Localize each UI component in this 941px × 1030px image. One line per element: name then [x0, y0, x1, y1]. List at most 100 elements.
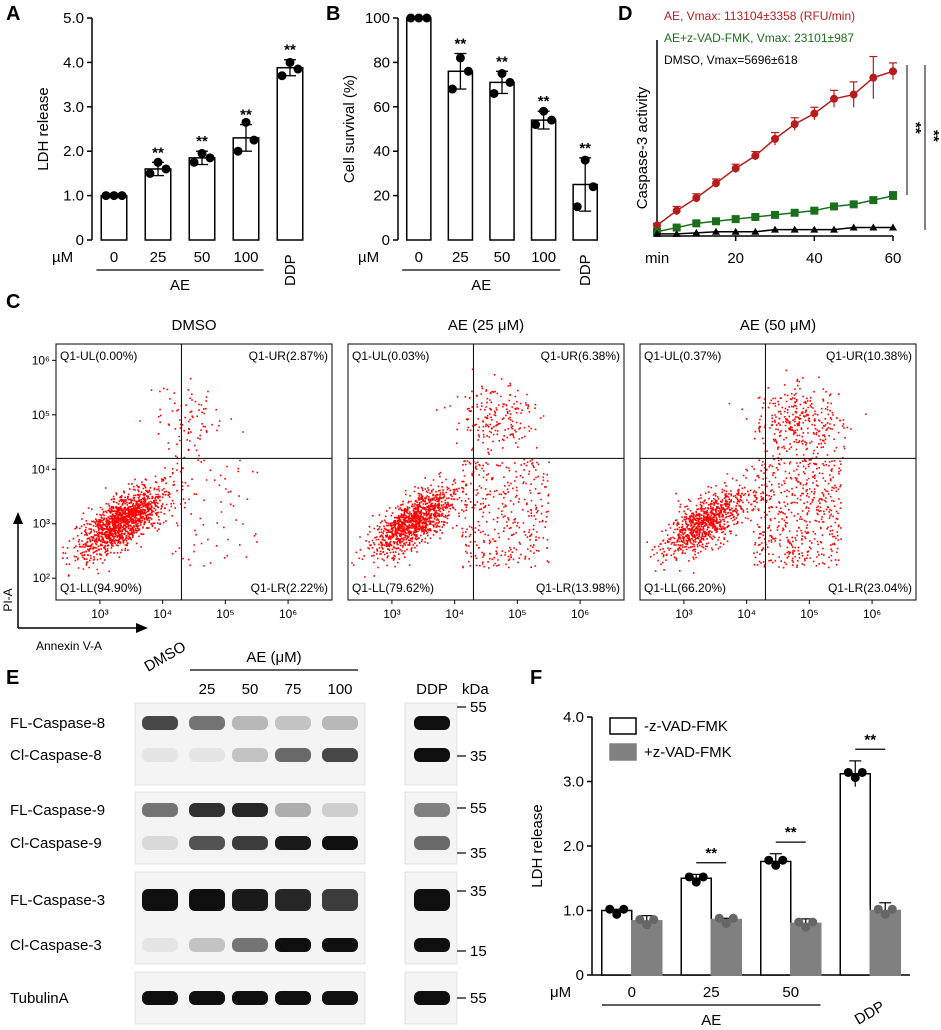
legend-entry: AE, Vmax: 113104±3358 (RFU/min)	[664, 9, 855, 23]
data-point	[588, 182, 598, 192]
group-label: AE (μM)	[246, 649, 301, 666]
significance-label: **	[785, 824, 797, 841]
marker-label: 35	[470, 748, 487, 765]
bar	[530, 119, 557, 241]
y-axis-label: LDH release	[35, 87, 52, 170]
y-axis-label: LDH release	[529, 804, 546, 887]
data-point	[455, 53, 465, 63]
y-tick-label: 10⁴	[31, 462, 50, 476]
band	[414, 991, 450, 1005]
bar	[710, 918, 742, 976]
y-tick-label: 0	[576, 967, 584, 984]
legend-entry: DMSO, Vmax=5696±618	[664, 53, 798, 67]
category-label: 0	[415, 249, 423, 266]
blot-label: FL-Caspase-3	[10, 892, 105, 909]
significance-label: **	[538, 93, 550, 110]
significance-label: **	[284, 42, 296, 59]
plot-title: DMSO	[172, 317, 217, 334]
y-tick-label: 2.0	[563, 838, 584, 855]
panel-d-chart: 20 40 60 min Caspase-3 activity AE, Vmax: 113…	[634, 9, 941, 267]
bar	[276, 66, 304, 241]
unit-label: µM	[52, 249, 73, 266]
quadrant-lr: Q1-LR(2.22%)	[251, 581, 328, 595]
data-point	[101, 191, 111, 201]
data-point	[463, 66, 473, 76]
marker-label: 15	[470, 943, 487, 960]
data-point	[572, 202, 582, 212]
category-label: 25	[150, 249, 167, 266]
plot-frame	[639, 343, 917, 601]
blot-label: Cl-Caspase-3	[10, 937, 102, 954]
blot-membrane-ddp	[404, 791, 458, 865]
y-tick-label: 10³	[33, 517, 50, 531]
quadrant-ur: Q1-UR(6.38%)	[541, 349, 620, 363]
data-point	[249, 135, 259, 145]
legend-entry: +z-VAD-FMK	[644, 744, 732, 761]
significance-label: **	[864, 731, 876, 748]
band	[275, 803, 311, 817]
category-label: 100	[531, 249, 556, 266]
y-tick-label: 0	[76, 232, 84, 249]
y-axis-label: Cell survival (%)	[341, 75, 358, 183]
bar	[405, 17, 432, 241]
band	[232, 938, 268, 952]
band	[414, 836, 450, 850]
bar	[839, 773, 871, 976]
band	[189, 938, 225, 952]
panel-letter-d: D	[618, 3, 632, 25]
data-point	[801, 922, 811, 932]
data-point	[205, 153, 215, 163]
data-point	[109, 191, 119, 201]
y-tick-label: 60	[373, 99, 390, 116]
data-point	[277, 71, 287, 81]
data-point	[790, 120, 799, 129]
bar	[489, 81, 515, 241]
data-point	[830, 202, 838, 211]
band	[322, 889, 358, 911]
data-point	[869, 196, 878, 205]
significance-label: **	[579, 140, 591, 157]
data-point	[698, 872, 708, 882]
band	[414, 938, 450, 952]
panel-a-chart: 0 1.0 2.0 3.0 4.0 5.0 LDH release 0 ** 25 ** 50 ** 10…	[35, 10, 304, 294]
data-point	[692, 219, 701, 228]
flow-plot-1: DMSO Q1-UL(0.00%) Q1-UR(2.87%) Q1-LL(94.90%…	[31, 317, 333, 621]
y-arrow-head	[13, 512, 23, 524]
significance-label: **	[496, 53, 508, 70]
data-point	[653, 229, 661, 237]
group-label: AE	[471, 277, 491, 294]
panel-letter-a: A	[6, 3, 20, 25]
significance-label: **	[705, 845, 717, 862]
x-axis-label: Annexin V-A	[36, 639, 102, 653]
x-tick-label: 10⁶	[863, 607, 881, 621]
data-point	[721, 918, 731, 928]
band	[142, 803, 178, 817]
data-point	[731, 164, 740, 173]
blot-4: TubulinA 55	[10, 971, 487, 1025]
band	[142, 716, 178, 730]
data-point	[653, 221, 661, 230]
bar	[601, 909, 633, 976]
data-point	[751, 227, 760, 235]
band	[189, 748, 225, 762]
quadrant-ul: Q1-UL(0.37%)	[644, 349, 721, 363]
group-label: AE	[170, 277, 190, 294]
data-point	[810, 109, 819, 118]
data-point	[161, 164, 171, 174]
band	[414, 716, 450, 730]
y-tick-label: 3.0	[563, 774, 584, 791]
band	[232, 748, 268, 762]
y-tick-label: 10⁵	[32, 408, 50, 422]
band	[142, 889, 178, 911]
panel-c-flow-cytometry: DMSO Q1-UL(0.00%) Q1-UR(2.87%) Q1-LL(94.90%…	[1, 317, 917, 653]
plot-title: AE (25 μM)	[448, 317, 524, 334]
panel-e-western-blot: DMSO AE (μM) 25 50 75 100 DDP kDa FL-Caspase-8 Cl…	[10, 638, 489, 1025]
band	[275, 889, 311, 911]
data-point	[692, 194, 701, 202]
data-point	[810, 206, 819, 215]
blot-label: Cl-Caspase-8	[10, 747, 102, 764]
lane-label: DDP	[416, 681, 448, 698]
quadrant-ur: Q1-UR(10.38%)	[826, 349, 912, 363]
category-label: 25	[703, 984, 720, 1001]
category-label: 0	[628, 984, 636, 1001]
